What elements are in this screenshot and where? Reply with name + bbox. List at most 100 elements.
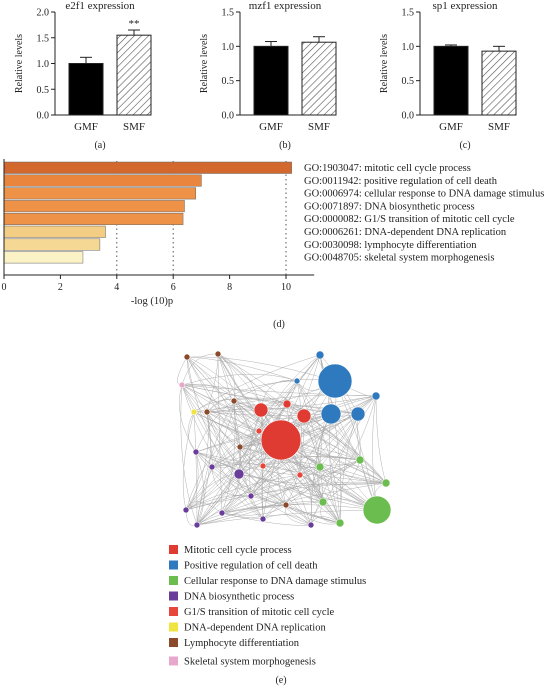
legend-swatch — [169, 607, 178, 616]
network-edge — [181, 384, 377, 397]
x-tick-label: GMF — [439, 121, 463, 133]
network-edge — [206, 353, 219, 413]
y-tick-label: 1.0 — [222, 42, 235, 53]
y-tick-label: 0.5 — [37, 85, 50, 96]
network-edge — [250, 413, 359, 497]
go-term-bar — [3, 212, 184, 225]
network-edge — [250, 481, 387, 497]
network-edge — [195, 451, 205, 526]
network-node — [259, 462, 267, 470]
x-tick-label: 0 — [2, 282, 7, 293]
network-edge — [217, 353, 324, 503]
network-edge — [195, 451, 387, 484]
network-node — [335, 518, 345, 528]
network-edge — [181, 353, 219, 386]
network-edge — [182, 411, 195, 511]
network-edge — [177, 356, 188, 386]
legend-label: Positive regulation of cell death — [184, 561, 318, 572]
x-tick-label: 10 — [281, 282, 291, 293]
y-tick-label: 1.5 — [222, 8, 235, 19]
network-edge — [217, 353, 223, 514]
y-tick-label: 1.5 — [37, 33, 50, 44]
network-edge — [285, 415, 305, 506]
network-edge — [185, 451, 199, 511]
panel-label: (e) — [275, 675, 286, 686]
network-edge — [296, 380, 341, 524]
go-term-label: GO:0011942: positive regulation of cell … — [304, 176, 498, 187]
y-tick-label: 0.5 — [222, 76, 235, 87]
network-node — [190, 408, 198, 416]
network-node — [183, 353, 191, 361]
go-term-bar — [3, 251, 84, 264]
network-edge — [217, 353, 262, 411]
network-edge — [233, 400, 264, 467]
bar-smf — [481, 50, 517, 116]
network-node — [247, 492, 255, 500]
network-edge — [283, 474, 301, 506]
network-node — [320, 403, 342, 425]
network-node — [296, 471, 304, 479]
network-edge — [181, 384, 252, 497]
network-edge — [181, 384, 264, 520]
network-edge — [285, 413, 359, 506]
network-edge — [211, 380, 298, 468]
x-tick-label: GMF — [74, 121, 98, 133]
legend-label: Cellular response to DNA damage stimulus — [184, 576, 366, 587]
network-edge — [193, 411, 198, 526]
network-node — [282, 501, 290, 509]
go-term-label: GO:0030098: lymphocyte differentiation — [304, 240, 477, 251]
chart-title: sp1 expression — [432, 0, 498, 12]
network-edge — [186, 356, 208, 413]
bar-gmf — [68, 63, 104, 116]
y-tick-label: 1.0 — [37, 59, 50, 70]
y-tick-label: 0.5 — [402, 76, 415, 87]
y-axis-label: Relative levels — [199, 34, 210, 93]
network-node — [259, 515, 267, 523]
network-edge — [206, 411, 378, 511]
network-edge — [185, 411, 209, 511]
panel-label: (c) — [459, 140, 470, 151]
y-tick-label: 1.5 — [402, 8, 415, 19]
go-term-bar — [3, 225, 106, 238]
network-edge — [186, 356, 298, 382]
network-edge — [221, 501, 324, 514]
network-node — [214, 350, 222, 358]
y-tick-label: 1.0 — [402, 42, 415, 53]
network-node — [203, 408, 211, 416]
x-tick-label: GMF — [259, 121, 283, 133]
network-edge — [185, 430, 260, 511]
network-node — [182, 506, 190, 514]
network-edge — [186, 356, 241, 448]
x-axis-label: -log (10)p — [131, 296, 173, 307]
network-edge — [195, 451, 324, 503]
x-tick-label: SMF — [488, 121, 510, 133]
network-edge — [262, 514, 312, 526]
legend-label: DNA biosynthetic process — [184, 592, 294, 603]
network-edge — [206, 380, 298, 413]
network-edge — [262, 455, 361, 467]
network-edge — [196, 459, 361, 526]
legend-label: Lymphocyte differentiation — [184, 638, 300, 649]
network-node — [381, 478, 391, 488]
network-node — [350, 406, 366, 422]
go-term-label: GO:0006261: DNA-dependent DNA replicatio… — [304, 227, 507, 238]
x-tick-label: 2 — [58, 282, 63, 293]
network-node — [282, 399, 292, 409]
go-term-label: GO:1903047: mitotic cell cycle process — [304, 163, 471, 174]
go-term-bar — [3, 238, 101, 251]
network-node — [296, 408, 312, 424]
y-axis-label: Relative levels — [14, 34, 25, 93]
network-edge — [318, 466, 341, 524]
network-node — [260, 419, 302, 461]
network-edge — [261, 403, 288, 520]
legend-label: Mitotic cell cycle process — [184, 545, 292, 556]
network-edge — [186, 356, 336, 382]
legend-swatch — [169, 576, 178, 585]
network-edge — [262, 413, 332, 520]
network-edge — [239, 395, 377, 448]
network-edge — [239, 354, 321, 448]
network-edge — [221, 446, 242, 514]
network-edge — [196, 466, 321, 526]
bar-chart-3: sp1 expression 0.0 0.5 1.0 1.5 Relative level… — [379, 0, 517, 151]
go-term-label: GO:0000082: G1/S transition of mitotic c… — [304, 214, 515, 225]
